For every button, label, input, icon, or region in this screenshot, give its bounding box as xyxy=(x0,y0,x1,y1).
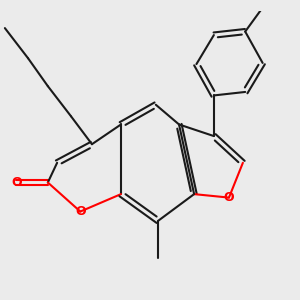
Text: O: O xyxy=(224,191,234,204)
Text: O: O xyxy=(75,205,86,218)
Text: O: O xyxy=(11,176,22,189)
